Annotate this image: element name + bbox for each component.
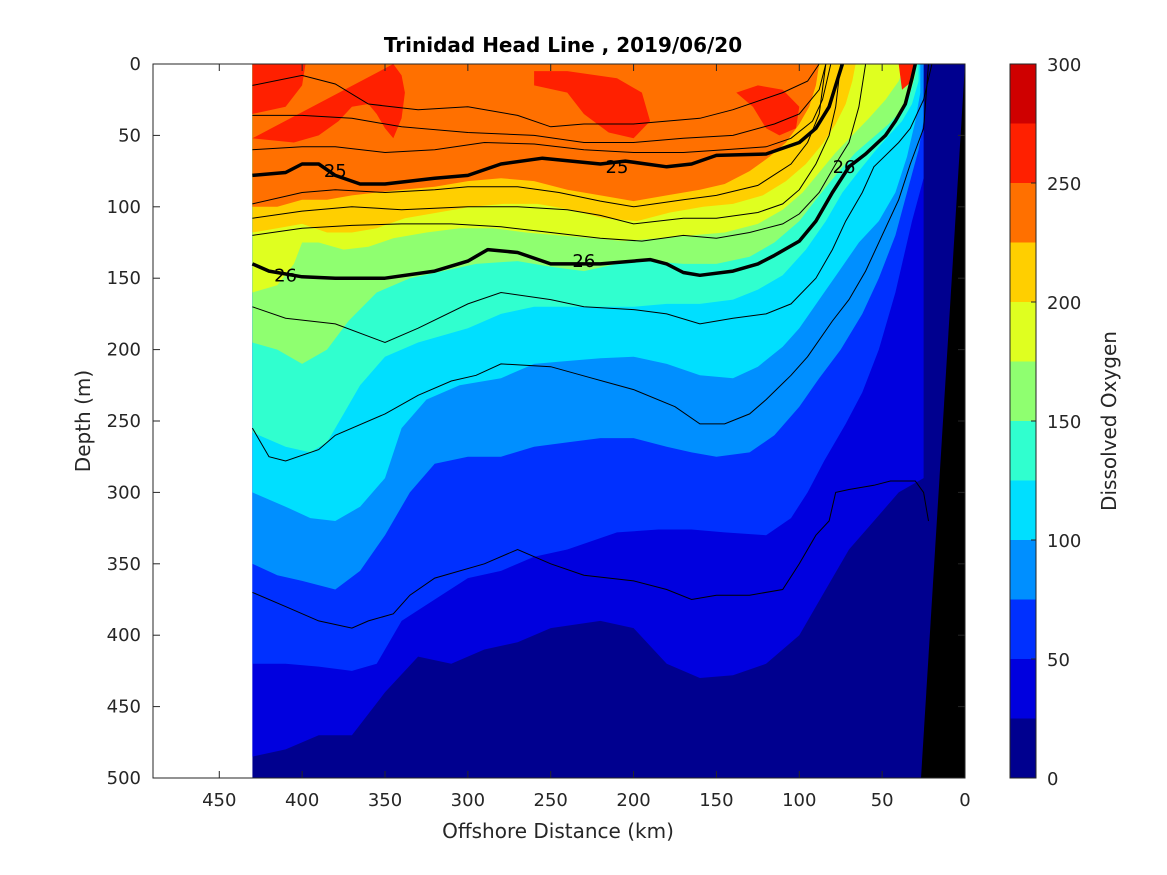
x-tick-label: 0 [959,790,970,811]
y-axis-label: Depth (m) [71,370,95,472]
colorbar-tick-label: 50 [1047,650,1070,671]
isopycnal-thin-4 [252,64,842,225]
x-tick-label: 350 [368,790,402,811]
isopycnal-25 [252,64,845,186]
isopycnal-thin-5 [252,64,867,242]
isopycnal-contour-layer: 25 25 26 26 26 [251,64,933,629]
x-tick-label: 150 [699,790,733,811]
y-tick-label: 50 [118,125,141,146]
colorbar-segment [1010,421,1036,481]
isopycnal-thin-6 [252,64,933,344]
y-tick-label: 100 [107,197,141,218]
colorbar-segment [1010,183,1036,243]
x-tick-label: 250 [534,790,568,811]
colorbar-segment [1010,599,1036,659]
x-axis-label: Offshore Distance (km) [442,819,674,843]
oxygen-patch-high-0 [252,64,306,114]
isopycnal-thin-1 [252,64,827,143]
colorbar-segment [1010,540,1036,600]
colorbar [1009,63,1037,779]
y-tick-label: 350 [107,554,141,575]
x-tick-label: 300 [451,790,485,811]
y-axis-ticks: 0 50 100 150 200 250 300 350 400 450 500 [107,54,965,789]
isopycnal-thin-8 [252,480,929,629]
x-tick-label: 100 [782,790,816,811]
oxygen-patch-high-2 [736,85,800,136]
x-tick-label: 200 [616,790,650,811]
colorbar-segment [1010,302,1036,362]
oxygen-patch-high-3 [898,64,916,90]
y-tick-label: 0 [130,54,141,75]
y-tick-label: 400 [107,625,141,646]
isopycnal-thin-7 [251,64,929,462]
colorbar-segment [1010,480,1036,540]
colorbar-tick-label: 250 [1047,174,1081,195]
contour-label: 26 [833,157,856,178]
x-tick-label: 450 [202,790,236,811]
colorbar-tick-label: 0 [1047,769,1058,790]
oxygen-patch-high-1 [534,71,651,139]
colorbar-segment [1010,659,1036,719]
isopycnal-thin-0 [252,64,820,128]
y-tick-label: 200 [107,340,141,361]
colorbar-tick-label: 150 [1047,412,1081,433]
y-tick-label: 450 [107,697,141,718]
colorbar-segment [1010,718,1036,778]
y-tick-label: 250 [107,411,141,432]
oxygen-band-250 [252,64,405,143]
contour-label: 25 [606,157,629,178]
colorbar-ticks: 0 50 100 150 200 250 300 [1031,55,1081,790]
contour-label: 26 [274,265,297,286]
plot-area: 25 25 26 26 26 [251,64,965,778]
isopycnal-thin-2 [252,64,832,154]
isopycnal-thin-3 [252,64,827,208]
colorbar-segment [1010,361,1036,421]
y-tick-label: 150 [107,268,141,289]
x-tick-label: 50 [871,790,894,811]
colorbar-segment [1010,123,1036,183]
x-axis-ticks: 450 400 350 300 250 200 150 100 50 0 [202,64,971,811]
contour-label: 25 [324,161,347,182]
y-tick-label: 500 [107,768,141,789]
x-tick-label: 400 [285,790,319,811]
colorbar-tick-label: 300 [1047,55,1081,76]
colorbar-segment [1010,64,1036,124]
chart-title: Trinidad Head Line , 2019/06/20 [384,33,742,57]
contour-label: 26 [572,251,595,272]
colorbar-tick-label: 200 [1047,293,1081,314]
colorbar-label: Dissolved Oxygen [1097,331,1121,511]
y-tick-label: 300 [107,482,141,503]
colorbar-tick-label: 100 [1047,531,1081,552]
bathymetry-shelf [921,64,965,778]
isopycnal-26 [251,64,918,280]
colorbar-segment [1010,242,1036,302]
